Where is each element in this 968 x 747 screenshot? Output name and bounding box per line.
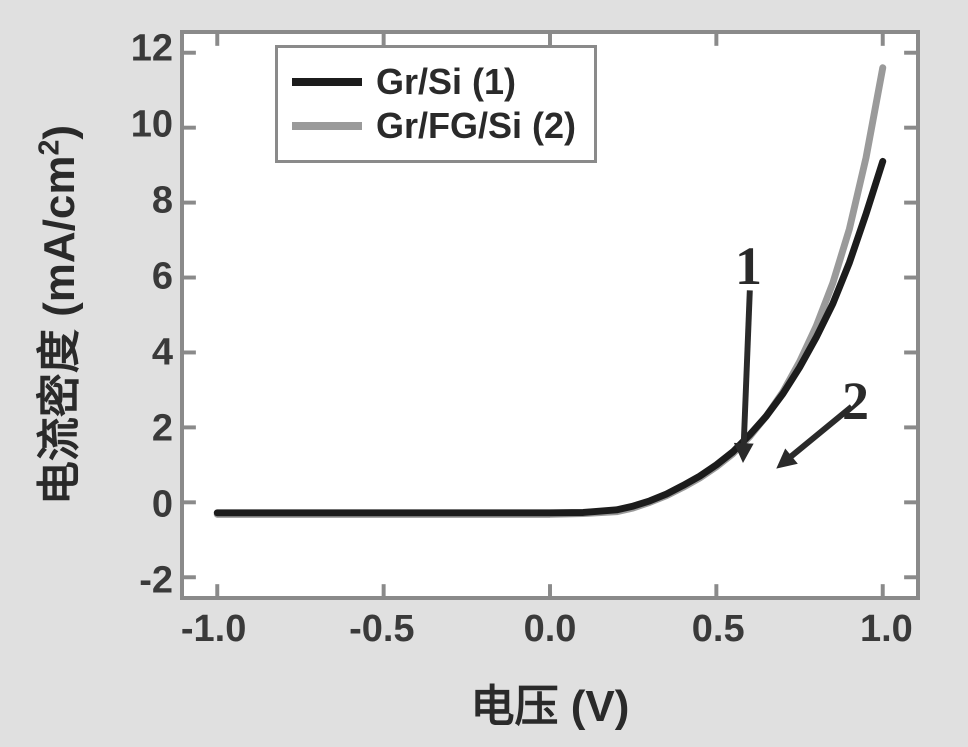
figure-root: 电流密度 (mA/cm2) 电压 (V) -2024681012 -1.0-0.…: [0, 0, 968, 747]
legend-row-2: Gr/FG/Si (2): [292, 104, 576, 148]
legend-swatch-1: [292, 78, 362, 86]
x-tick-label: -0.5: [349, 608, 414, 651]
legend-swatch-2: [292, 122, 362, 130]
y-axis-label: 电流密度 (mA/cm2): [23, 125, 87, 505]
y-axis-label-close: ): [35, 125, 84, 140]
legend-box: Gr/Si (1) Gr/FG/Si (2): [275, 45, 597, 163]
x-tick-label: -1.0: [181, 608, 246, 651]
y-axis-label-text: 电流密度 (mA/cm: [35, 155, 84, 505]
annotation-arrow: [744, 290, 750, 449]
y-tick-label: 8: [152, 180, 173, 223]
y-tick-label: 6: [152, 256, 173, 299]
x-tick-label: 0.5: [692, 608, 745, 651]
y-tick-label: 4: [152, 332, 173, 375]
y-tick-label: 10: [131, 104, 173, 147]
y-tick-label: 12: [131, 28, 173, 71]
x-tick-label: 1.0: [860, 608, 913, 651]
x-tick-label: 0.0: [524, 608, 577, 651]
annotation-2: 2: [842, 370, 869, 432]
y-tick-label: 0: [152, 484, 173, 527]
legend-label-2: Gr/FG/Si (2): [376, 105, 576, 147]
legend-row-1: Gr/Si (1): [292, 60, 576, 104]
x-axis-label: 电压 (V): [471, 670, 630, 734]
legend-label-1: Gr/Si (1): [376, 61, 516, 103]
annotation-1: 1: [735, 235, 762, 297]
y-tick-label: 2: [152, 408, 173, 451]
y-tick-label: -2: [139, 560, 173, 603]
y-axis-label-sup: 2: [33, 140, 65, 156]
